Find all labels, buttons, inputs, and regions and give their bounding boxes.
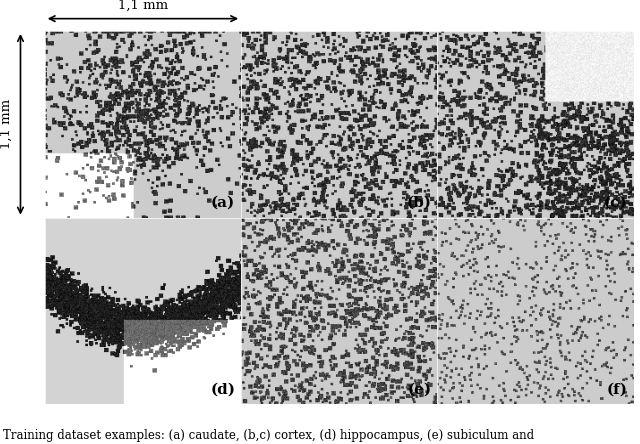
Text: (f): (f) [607,383,628,396]
Text: (b): (b) [406,196,431,210]
Text: (e): (e) [407,383,431,396]
Text: 1,1 mm: 1,1 mm [0,99,13,149]
Text: 1,1 mm: 1,1 mm [118,0,168,12]
Text: Training dataset examples: (a) caudate, (b,c) cortex, (d) hippocampus, (e) subic: Training dataset examples: (a) caudate, … [3,429,534,442]
Text: (d): (d) [210,383,235,396]
Text: (a): (a) [211,196,235,210]
Text: (c): (c) [604,196,628,210]
